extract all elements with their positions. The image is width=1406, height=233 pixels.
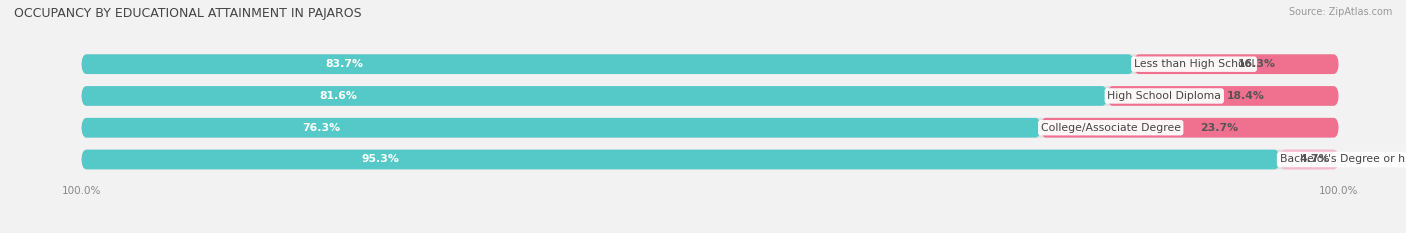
Text: High School Diploma: High School Diploma xyxy=(1108,91,1222,101)
FancyBboxPatch shape xyxy=(82,150,1279,169)
FancyBboxPatch shape xyxy=(82,150,1339,169)
FancyBboxPatch shape xyxy=(82,54,1339,74)
FancyBboxPatch shape xyxy=(82,86,1108,106)
Text: 95.3%: 95.3% xyxy=(361,154,399,164)
FancyBboxPatch shape xyxy=(82,118,1339,137)
Text: 16.3%: 16.3% xyxy=(1237,59,1275,69)
FancyBboxPatch shape xyxy=(1040,118,1339,137)
Text: Bachelor's Degree or higher: Bachelor's Degree or higher xyxy=(1279,154,1406,164)
Text: 83.7%: 83.7% xyxy=(325,59,364,69)
Text: 4.7%: 4.7% xyxy=(1299,154,1330,164)
FancyBboxPatch shape xyxy=(82,118,1040,137)
Text: 23.7%: 23.7% xyxy=(1201,123,1239,133)
FancyBboxPatch shape xyxy=(1133,54,1339,74)
Text: 18.4%: 18.4% xyxy=(1227,91,1265,101)
FancyBboxPatch shape xyxy=(82,54,1133,74)
Text: 81.6%: 81.6% xyxy=(319,91,357,101)
Text: 76.3%: 76.3% xyxy=(302,123,340,133)
FancyBboxPatch shape xyxy=(82,86,1339,106)
Text: Less than High School: Less than High School xyxy=(1133,59,1254,69)
Text: Source: ZipAtlas.com: Source: ZipAtlas.com xyxy=(1288,7,1392,17)
Text: College/Associate Degree: College/Associate Degree xyxy=(1040,123,1181,133)
Text: OCCUPANCY BY EDUCATIONAL ATTAINMENT IN PAJAROS: OCCUPANCY BY EDUCATIONAL ATTAINMENT IN P… xyxy=(14,7,361,20)
FancyBboxPatch shape xyxy=(1108,86,1339,106)
FancyBboxPatch shape xyxy=(1279,150,1339,169)
